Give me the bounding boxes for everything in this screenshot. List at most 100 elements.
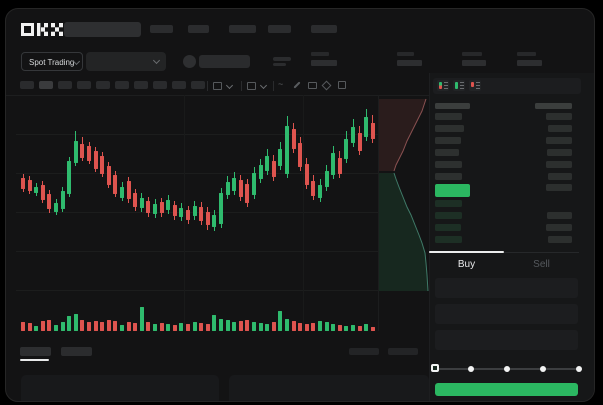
orderbook-amount-cell[interactable] — [546, 184, 572, 191]
toolbar-divider — [273, 81, 274, 91]
candle-body — [27, 180, 32, 191]
orderbook-header-price[interactable] — [435, 103, 470, 109]
fullscreen-icon[interactable] — [338, 81, 346, 89]
timeframe-button[interactable] — [172, 81, 186, 89]
avatar[interactable] — [183, 55, 196, 68]
topnav-item[interactable] — [188, 25, 209, 33]
orderbook-price-cell[interactable] — [435, 125, 464, 132]
buy-submit-button[interactable] — [435, 383, 578, 396]
orderbook-price-cell[interactable] — [435, 173, 462, 180]
candle-body — [258, 165, 263, 179]
tab-sell[interactable]: Sell — [533, 259, 550, 270]
depth-bids-fill — [378, 173, 428, 291]
orderbook-price-cell[interactable] — [435, 212, 462, 219]
topnav-item[interactable] — [268, 25, 291, 33]
orderbook-amount-cell[interactable] — [548, 173, 572, 180]
orderbook-price-cell[interactable] — [435, 137, 461, 144]
chart-bottom-action[interactable] — [388, 348, 418, 355]
orderbook-asks-icon[interactable] — [469, 80, 481, 91]
search-input[interactable] — [64, 22, 141, 37]
topnav-item[interactable] — [150, 25, 173, 33]
orderbook-price-cell[interactable] — [435, 224, 461, 231]
buy-tab-underline — [429, 251, 504, 253]
orderbook-price-cell[interactable] — [435, 161, 462, 168]
gridline-v — [184, 95, 185, 331]
orderbook-amount-cell[interactable] — [546, 161, 572, 168]
orderbook-amount-cell[interactable] — [546, 137, 572, 144]
chart-bottom-action[interactable] — [349, 348, 379, 355]
orderbook-amount-cell[interactable] — [547, 212, 572, 219]
timeframe-button[interactable] — [96, 81, 110, 89]
orderbook-bids-icon[interactable] — [453, 80, 465, 91]
indicators-dropdown[interactable] — [247, 81, 269, 91]
toolbar-bottom-border — [6, 95, 429, 96]
orderbook-amount-cell[interactable] — [547, 149, 572, 156]
candle-body — [351, 127, 355, 143]
candle-body — [60, 191, 65, 209]
volume-bar — [179, 323, 184, 331]
orderbook-amount-cell[interactable] — [548, 125, 572, 132]
price-input[interactable] — [435, 278, 578, 298]
slider-dot[interactable] — [504, 366, 510, 372]
settings-icon[interactable] — [321, 80, 332, 91]
market-type-dropdown[interactable]: Spot Trading — [21, 52, 83, 71]
candle-body — [100, 156, 105, 174]
candle-body — [166, 200, 171, 210]
volume-bar — [87, 322, 91, 331]
candle-body — [331, 153, 336, 175]
candle-style-icon — [213, 82, 222, 90]
timeframe-button[interactable] — [191, 81, 205, 89]
volume-bar — [238, 321, 243, 331]
orderbook-header-amount[interactable] — [535, 103, 572, 109]
orderbook-price-cell[interactable] — [435, 113, 462, 120]
timeframe-button[interactable] — [153, 81, 167, 89]
line-chart-icon[interactable]: ~ — [278, 79, 284, 89]
volume-bar — [146, 322, 151, 331]
volume-bar — [318, 321, 322, 331]
pair-selector-dropdown[interactable] — [86, 52, 166, 71]
toolbar-divider — [207, 81, 208, 91]
orderbook-price-cell[interactable] — [435, 200, 462, 207]
slider-dot[interactable] — [540, 366, 546, 372]
timeframe-button[interactable] — [20, 81, 34, 89]
orderbook-price-cell[interactable] — [435, 149, 459, 156]
draw-tool-icon[interactable] — [293, 81, 301, 89]
volume-bar — [67, 316, 72, 331]
chart-bottom-tab-active[interactable] — [20, 347, 51, 356]
wallet-button[interactable] — [199, 55, 250, 68]
timeframe-button[interactable] — [115, 81, 129, 89]
timeframe-button[interactable] — [77, 81, 91, 89]
tab-buy[interactable]: Buy — [457, 259, 476, 270]
candle-body — [205, 212, 210, 225]
screenshot-icon[interactable] — [308, 82, 317, 89]
account-info-placeholder — [273, 57, 291, 61]
topnav-item[interactable] — [229, 25, 256, 33]
amount-input[interactable] — [435, 304, 578, 324]
gridline-v — [303, 95, 304, 331]
orderbook-both-icon[interactable] — [437, 80, 449, 91]
amount-slider[interactable] — [431, 361, 582, 377]
total-input[interactable] — [435, 330, 578, 350]
orderbook-amount-cell[interactable] — [548, 236, 572, 243]
timeframe-button[interactable] — [39, 81, 53, 89]
topnav-item[interactable] — [311, 25, 337, 33]
candle-body — [370, 123, 375, 139]
slider-dot[interactable] — [468, 366, 474, 372]
orders-panel-right — [229, 375, 429, 401]
chevron-down-icon — [152, 56, 161, 65]
volume-bar — [258, 323, 263, 331]
depth-bids-line — [393, 172, 429, 291]
timeframe-button[interactable] — [58, 81, 72, 89]
slider-dot[interactable] — [576, 366, 582, 372]
orderbook-price-cell[interactable] — [435, 236, 462, 243]
slider-handle[interactable] — [431, 364, 439, 372]
volume-bar — [357, 326, 362, 331]
orderbook-amount-cell[interactable] — [546, 113, 572, 120]
orderbook-amount-cell[interactable] — [546, 224, 572, 231]
timeframe-button[interactable] — [134, 81, 148, 89]
chart-bottom-tab[interactable] — [61, 347, 92, 356]
last-price-bar — [435, 184, 470, 197]
chart-type-dropdown[interactable] — [213, 81, 235, 91]
volume-bar — [311, 323, 316, 331]
orders-panel-left — [21, 375, 219, 401]
